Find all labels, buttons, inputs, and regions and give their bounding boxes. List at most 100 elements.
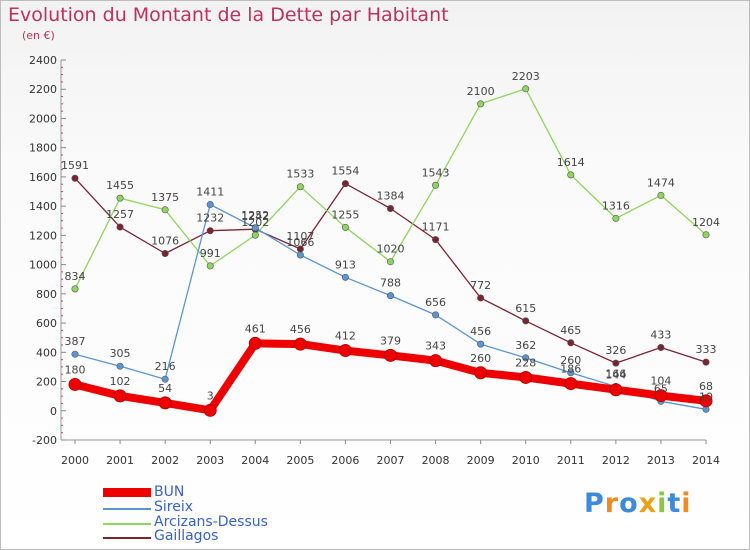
data-label-arcizans-dessus: 2203	[512, 70, 540, 83]
legend-swatch-arcizans-dessus	[103, 523, 151, 525]
data-point-bun	[338, 344, 352, 358]
data-point-arcizans-dessus	[116, 194, 124, 202]
y-tick-label: 2000	[29, 112, 57, 125]
data-point-bun	[68, 377, 82, 391]
data-label-arcizans-dessus: 1316	[602, 199, 630, 212]
data-label-sireix: 788	[380, 277, 401, 290]
x-tick-label: 2008	[422, 454, 450, 467]
axes: -200 0 200 400 600 800 1000 1200 1400 1600 1800 200…	[29, 54, 720, 467]
data-label-arcizans-dessus: 1543	[422, 166, 450, 179]
data-label-bun: 104	[650, 375, 671, 388]
data-label-arcizans-dessus: 1455	[106, 179, 134, 192]
y-tick-label: 0	[50, 405, 57, 418]
data-point-arcizans-dessus	[251, 231, 259, 239]
data-label-gaillagos: 1076	[151, 235, 179, 248]
data-point-bun	[203, 403, 217, 417]
legend-label-gaillagos: Gaillagos	[154, 528, 219, 544]
legend-swatch-sireix	[103, 508, 151, 510]
data-point-arcizans-dessus	[341, 223, 349, 231]
data-point-gaillagos	[432, 236, 440, 244]
data-label-gaillagos: 772	[470, 279, 491, 292]
legend-swatch-gaillagos	[103, 537, 151, 539]
data-point-bun	[384, 348, 397, 362]
logo-letter: P	[584, 488, 605, 519]
proxiti-logo: Proxiti	[584, 488, 692, 519]
chart-title: Evolution du Montant de la Dette par Hab…	[8, 4, 449, 26]
y-tick-label: 1400	[29, 200, 57, 213]
y-tick-label: 2400	[29, 54, 57, 67]
data-label-arcizans-dessus: 2100	[467, 85, 495, 98]
data-point-bun	[158, 396, 172, 410]
data-point-arcizans-dessus	[432, 181, 440, 189]
x-tick-label: 2007	[377, 454, 405, 467]
data-point-sireix	[477, 340, 485, 348]
logo-letter: t	[667, 488, 682, 519]
data-label-sireix: 166	[605, 368, 626, 381]
data-label-sireix: 216	[155, 360, 176, 373]
data-point-sireix	[432, 311, 440, 319]
data-point-gaillagos	[522, 317, 530, 325]
data-label-arcizans-dessus: 1020	[377, 243, 405, 256]
x-tick-label: 2012	[602, 454, 630, 467]
data-point-arcizans-dessus	[477, 100, 485, 108]
x-tick-label: 2010	[512, 454, 540, 467]
legend-label-arcizans-dessus: Arcizans-Dessus	[154, 514, 268, 530]
data-point-arcizans-dessus	[567, 171, 575, 179]
data-label-bun: 54	[158, 382, 172, 395]
data-point-bun	[248, 336, 262, 350]
data-label-bun: 228	[515, 356, 536, 369]
data-label-gaillagos: 1107	[286, 230, 314, 243]
legend-label-sireix: Sireix	[154, 499, 194, 515]
data-label-sireix: 387	[65, 335, 86, 348]
data-point-bun	[654, 389, 668, 403]
data-label-gaillagos: 433	[650, 328, 671, 341]
data-point-sireix	[341, 273, 349, 281]
data-point-gaillagos	[612, 359, 620, 367]
data-label-sireix: 10	[699, 390, 713, 403]
data-point-arcizans-dessus	[206, 262, 214, 270]
data-point-sireix	[296, 251, 304, 259]
data-point-sireix	[567, 369, 575, 377]
y-tick-label: 2200	[29, 83, 57, 96]
x-tick-label: 2004	[241, 454, 269, 467]
data-label-gaillagos: 615	[515, 302, 536, 315]
chart-unit: (en €)	[22, 29, 55, 42]
data-label-gaillagos: 1554	[331, 165, 359, 178]
data-label-bun: 379	[380, 334, 401, 347]
data-point-bun	[609, 383, 623, 397]
data-label-gaillagos: 1257	[106, 208, 134, 221]
data-point-gaillagos	[702, 358, 710, 366]
data-point-gaillagos	[657, 343, 665, 351]
data-label-gaillagos: 1591	[61, 159, 89, 172]
data-label-arcizans-dessus: 1474	[647, 176, 675, 189]
data-label-bun: 412	[335, 330, 356, 343]
legend-swatch-bun	[103, 488, 151, 497]
data-point-gaillagos	[206, 227, 214, 235]
data-label-bun: 102	[110, 375, 131, 388]
data-label-bun: 144	[605, 369, 626, 382]
data-point-bun	[699, 394, 713, 408]
logo-letter: r	[604, 488, 620, 519]
data-point-sireix	[116, 362, 124, 370]
y-tick-label: 1200	[29, 229, 57, 242]
series-points	[68, 85, 713, 417]
y-tick-label: 600	[36, 317, 57, 330]
data-point-sireix	[251, 224, 259, 232]
data-point-bun	[293, 337, 307, 351]
data-label-gaillagos: 1384	[377, 189, 405, 202]
data-label-arcizans-dessus: 1202	[241, 216, 269, 229]
x-tick-label: 2003	[196, 454, 224, 467]
logo-letter: o	[619, 488, 639, 519]
x-tick-label: 2013	[647, 454, 675, 467]
y-tick-label: -200	[32, 434, 57, 447]
data-label-arcizans-dessus: 1375	[151, 191, 179, 204]
logo-letter: i	[681, 488, 692, 519]
data-labels: 1591 1257 1076 1232 1242 1107 1554 1384 1171 772 6…	[61, 70, 720, 404]
data-point-arcizans-dessus	[71, 285, 79, 293]
x-tick-label: 2011	[557, 454, 585, 467]
data-label-bun: 343	[425, 340, 446, 353]
data-label-gaillagos: 1171	[422, 221, 450, 234]
y-tick-label: 1000	[29, 259, 57, 272]
data-label-sireix: 1066	[286, 236, 314, 249]
